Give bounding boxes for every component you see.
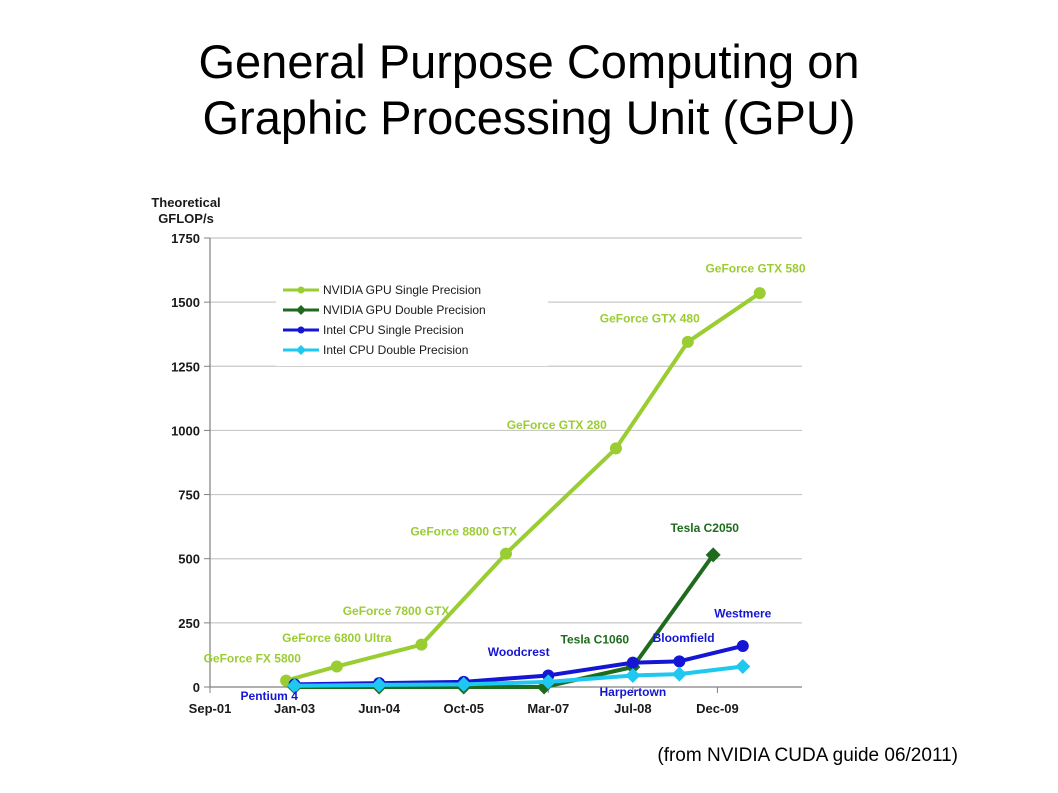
data-point (681, 335, 694, 348)
annotation-label: Pentium 4 (241, 689, 299, 703)
data-point (330, 660, 343, 673)
x-tick-label: Dec-09 (696, 701, 739, 716)
y-axis-label-line: Theoretical (151, 195, 220, 210)
annotation-label: Westmere (714, 607, 771, 621)
data-point (287, 678, 303, 694)
source-caption: (from NVIDIA CUDA guide 06/2011) (657, 745, 958, 766)
annotation-label: GeForce GTX 580 (705, 262, 805, 276)
slide-title: General Purpose Computing on Graphic Pro… (0, 34, 1058, 146)
data-point (736, 639, 749, 652)
annotations: GeForce GTX 580 GeForce GTX 480 GeForce GT… (204, 262, 806, 703)
data-point (625, 667, 641, 683)
data-point (626, 656, 639, 669)
y-tick-label: 1000 (171, 423, 200, 438)
data-point (415, 638, 428, 651)
x-tick-label: Mar-07 (527, 701, 569, 716)
data-point (673, 655, 686, 668)
annotation-label: Bloomfield (653, 631, 715, 645)
series-layer (280, 287, 766, 695)
x-tick-label: Jan-03 (274, 701, 315, 716)
legend-entry-label: Intel CPU Single Precision (323, 323, 464, 337)
annotation-label: GeForce GTX 480 (600, 312, 700, 326)
data-point (753, 287, 766, 300)
data-point (705, 547, 721, 563)
data-point (297, 286, 305, 294)
y-tick-label: 1750 (171, 231, 200, 246)
slide-title-line-1: General Purpose Computing on (198, 35, 860, 88)
series-line (294, 553, 715, 689)
series-intel-cpu-double-precision (287, 658, 751, 694)
y-tick-label: 1250 (171, 359, 200, 374)
slide-title-line-2: Graphic Processing Unit (GPU) (202, 91, 856, 144)
x-tick-label: Oct-05 (443, 701, 483, 716)
data-point (371, 677, 387, 693)
y-tick-label: 250 (178, 616, 200, 631)
y-tick-label: 500 (178, 552, 200, 567)
y-tick-label: 1500 (171, 295, 200, 310)
annotation-label: Woodcrest (488, 645, 550, 659)
data-point (609, 442, 622, 455)
x-tick-label: Sep-01 (189, 701, 232, 716)
data-point (540, 674, 556, 690)
data-point (296, 305, 306, 315)
y-tick-label: 750 (178, 488, 200, 503)
axes: 0 250 500 750 1000 1250 1500 1750 Sep-01 Jan-03 Ju… (171, 231, 802, 716)
legend-entry-label: Intel CPU Double Precision (323, 343, 468, 357)
data-point (671, 666, 687, 682)
data-point (500, 547, 512, 560)
annotation-label: Tesla C1060 (561, 632, 630, 646)
data-point (297, 326, 305, 334)
y-axis-label-line: GFLOP/s (158, 211, 214, 226)
annotation-label: GeForce GTX 280 (507, 418, 607, 432)
legend-entry-label: NVIDIA GPU Double Precision (323, 303, 486, 317)
legend-background (276, 276, 548, 366)
legend-entry-label: NVIDIA GPU Single Precision (323, 283, 481, 297)
legend: NVIDIA GPU Single Precision NVIDIA GPU Do… (276, 276, 548, 366)
series-nvidia-gpu-double-precision (287, 547, 721, 695)
annotation-label: GeForce 6800 Ultra (282, 631, 392, 645)
annotation-label: GeForce FX 5800 (204, 652, 302, 666)
annotation-label: GeForce 8800 GTX (410, 525, 517, 539)
data-point (456, 676, 472, 692)
annotation-label: Harpertown (600, 685, 667, 699)
y-tick-label: 0 (193, 680, 200, 695)
annotation-label: GeForce 7800 GTX (343, 604, 450, 618)
x-tick-label: Jun-04 (358, 701, 401, 716)
data-point (296, 345, 306, 355)
x-tick-label: Jul-08 (614, 701, 652, 716)
annotation-label: Tesla C2050 (670, 521, 739, 535)
data-point (735, 658, 751, 674)
